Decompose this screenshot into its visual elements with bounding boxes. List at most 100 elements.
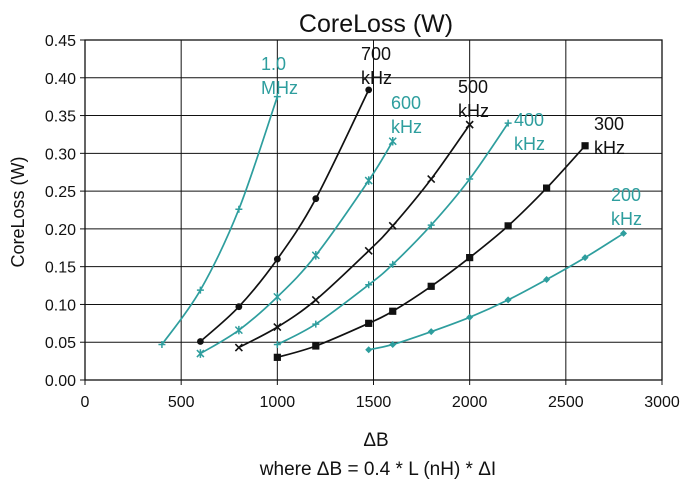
data-point (235, 303, 243, 311)
series-line (199, 140, 394, 355)
data-point (427, 328, 435, 336)
y-tick-label: 0.45 (45, 33, 76, 50)
x-axis-label: ΔB (363, 430, 388, 451)
series-label: 500 (458, 77, 488, 97)
data-point (389, 307, 397, 315)
series-label: 200 (611, 185, 641, 205)
data-point (312, 320, 320, 328)
data-point (543, 184, 551, 192)
plot-frame (84, 39, 663, 381)
data-point (543, 276, 551, 284)
series-label: kHz (361, 68, 392, 88)
data-point (365, 281, 373, 289)
data-point (427, 221, 435, 229)
data-point (389, 260, 397, 268)
data-point (504, 119, 512, 127)
data-point (466, 254, 474, 262)
series-1-0-mhz (158, 93, 281, 348)
series-label: kHz (611, 209, 642, 229)
y-tick-label: 0.05 (45, 335, 76, 352)
series-label: kHz (391, 117, 422, 137)
x-axis-note: where ΔB = 0.4 * L (nH) * ΔI (259, 459, 496, 480)
data-point (466, 175, 474, 183)
data-point (389, 340, 397, 348)
data-point (196, 349, 205, 358)
data-point (312, 195, 320, 203)
series-line (161, 96, 279, 345)
data-point (234, 343, 243, 352)
x-tick-label: 1000 (260, 394, 296, 411)
data-point (388, 136, 397, 146)
data-point (504, 296, 512, 304)
data-point (234, 325, 243, 335)
y-axis-label: CoreLoss (W) (8, 156, 28, 267)
data-point (273, 93, 281, 101)
data-point (364, 176, 373, 185)
x-tick-label: 500 (168, 394, 195, 411)
series-line (199, 89, 370, 343)
y-tick-label: 0.25 (45, 184, 76, 201)
series-labels: 1.0 MHz 700 kHz 600 kHz 500 kHz 400 kHz 300 kHz 200 k… (261, 44, 642, 229)
series-500-khz (234, 120, 474, 352)
data-point (273, 292, 282, 302)
data-point (273, 323, 282, 332)
series-label: kHz (514, 134, 545, 154)
series-label: 300 (594, 114, 624, 134)
data-point (581, 254, 589, 262)
data-point (620, 229, 628, 237)
data-point (197, 338, 204, 345)
data-point (427, 282, 435, 290)
y-tick-label: 0.20 (45, 222, 76, 239)
axes: 0 500 1000 1500 2000 2500 3000 0.00 0.05 0.10 0.15… (45, 33, 680, 411)
data-series (158, 86, 628, 361)
series-700-khz (197, 86, 373, 345)
data-point (365, 86, 373, 94)
series-label: MHz (261, 78, 298, 98)
data-point (158, 340, 166, 348)
series-400-khz (273, 119, 512, 348)
series-600-khz (196, 136, 397, 358)
x-tick-label: 2000 (452, 394, 488, 411)
x-tick-label: 0 (81, 394, 90, 411)
data-point (273, 353, 281, 361)
series-label: 1.0 (261, 54, 286, 74)
data-point (273, 255, 281, 263)
x-tick-label: 1500 (356, 394, 392, 411)
y-tick-label: 0.30 (45, 146, 76, 163)
data-point (466, 313, 474, 321)
data-point (311, 295, 320, 304)
data-point (365, 346, 373, 354)
y-tick-label: 0.10 (45, 297, 76, 314)
x-tick-label: 2500 (548, 394, 584, 411)
data-point (427, 174, 436, 184)
series-200-khz (365, 229, 628, 354)
data-point (196, 286, 204, 294)
series-line (238, 124, 471, 349)
data-point (273, 340, 281, 348)
data-point (365, 319, 373, 327)
data-point (312, 342, 320, 350)
series-label: 700 (361, 44, 391, 64)
y-tick-label: 0.40 (45, 71, 76, 88)
data-point (504, 222, 512, 230)
series-label: 600 (391, 93, 421, 113)
data-point (311, 251, 320, 260)
x-tick-label: 3000 (644, 394, 680, 411)
data-point (235, 205, 243, 213)
series-label: kHz (594, 138, 625, 158)
data-point (581, 142, 589, 150)
data-point (388, 221, 397, 230)
data-point (364, 246, 373, 255)
series-line (277, 145, 586, 359)
grid-lines (84, 39, 663, 381)
series-label: kHz (458, 101, 489, 121)
y-tick-label: 0.15 (45, 260, 76, 277)
series-label: 400 (514, 110, 544, 130)
y-tick-label: 0.00 (45, 373, 76, 390)
series-line (368, 232, 624, 351)
y-tick-label: 0.35 (45, 109, 76, 126)
chart-title: CoreLoss (W) (299, 10, 453, 38)
data-point (465, 120, 474, 129)
